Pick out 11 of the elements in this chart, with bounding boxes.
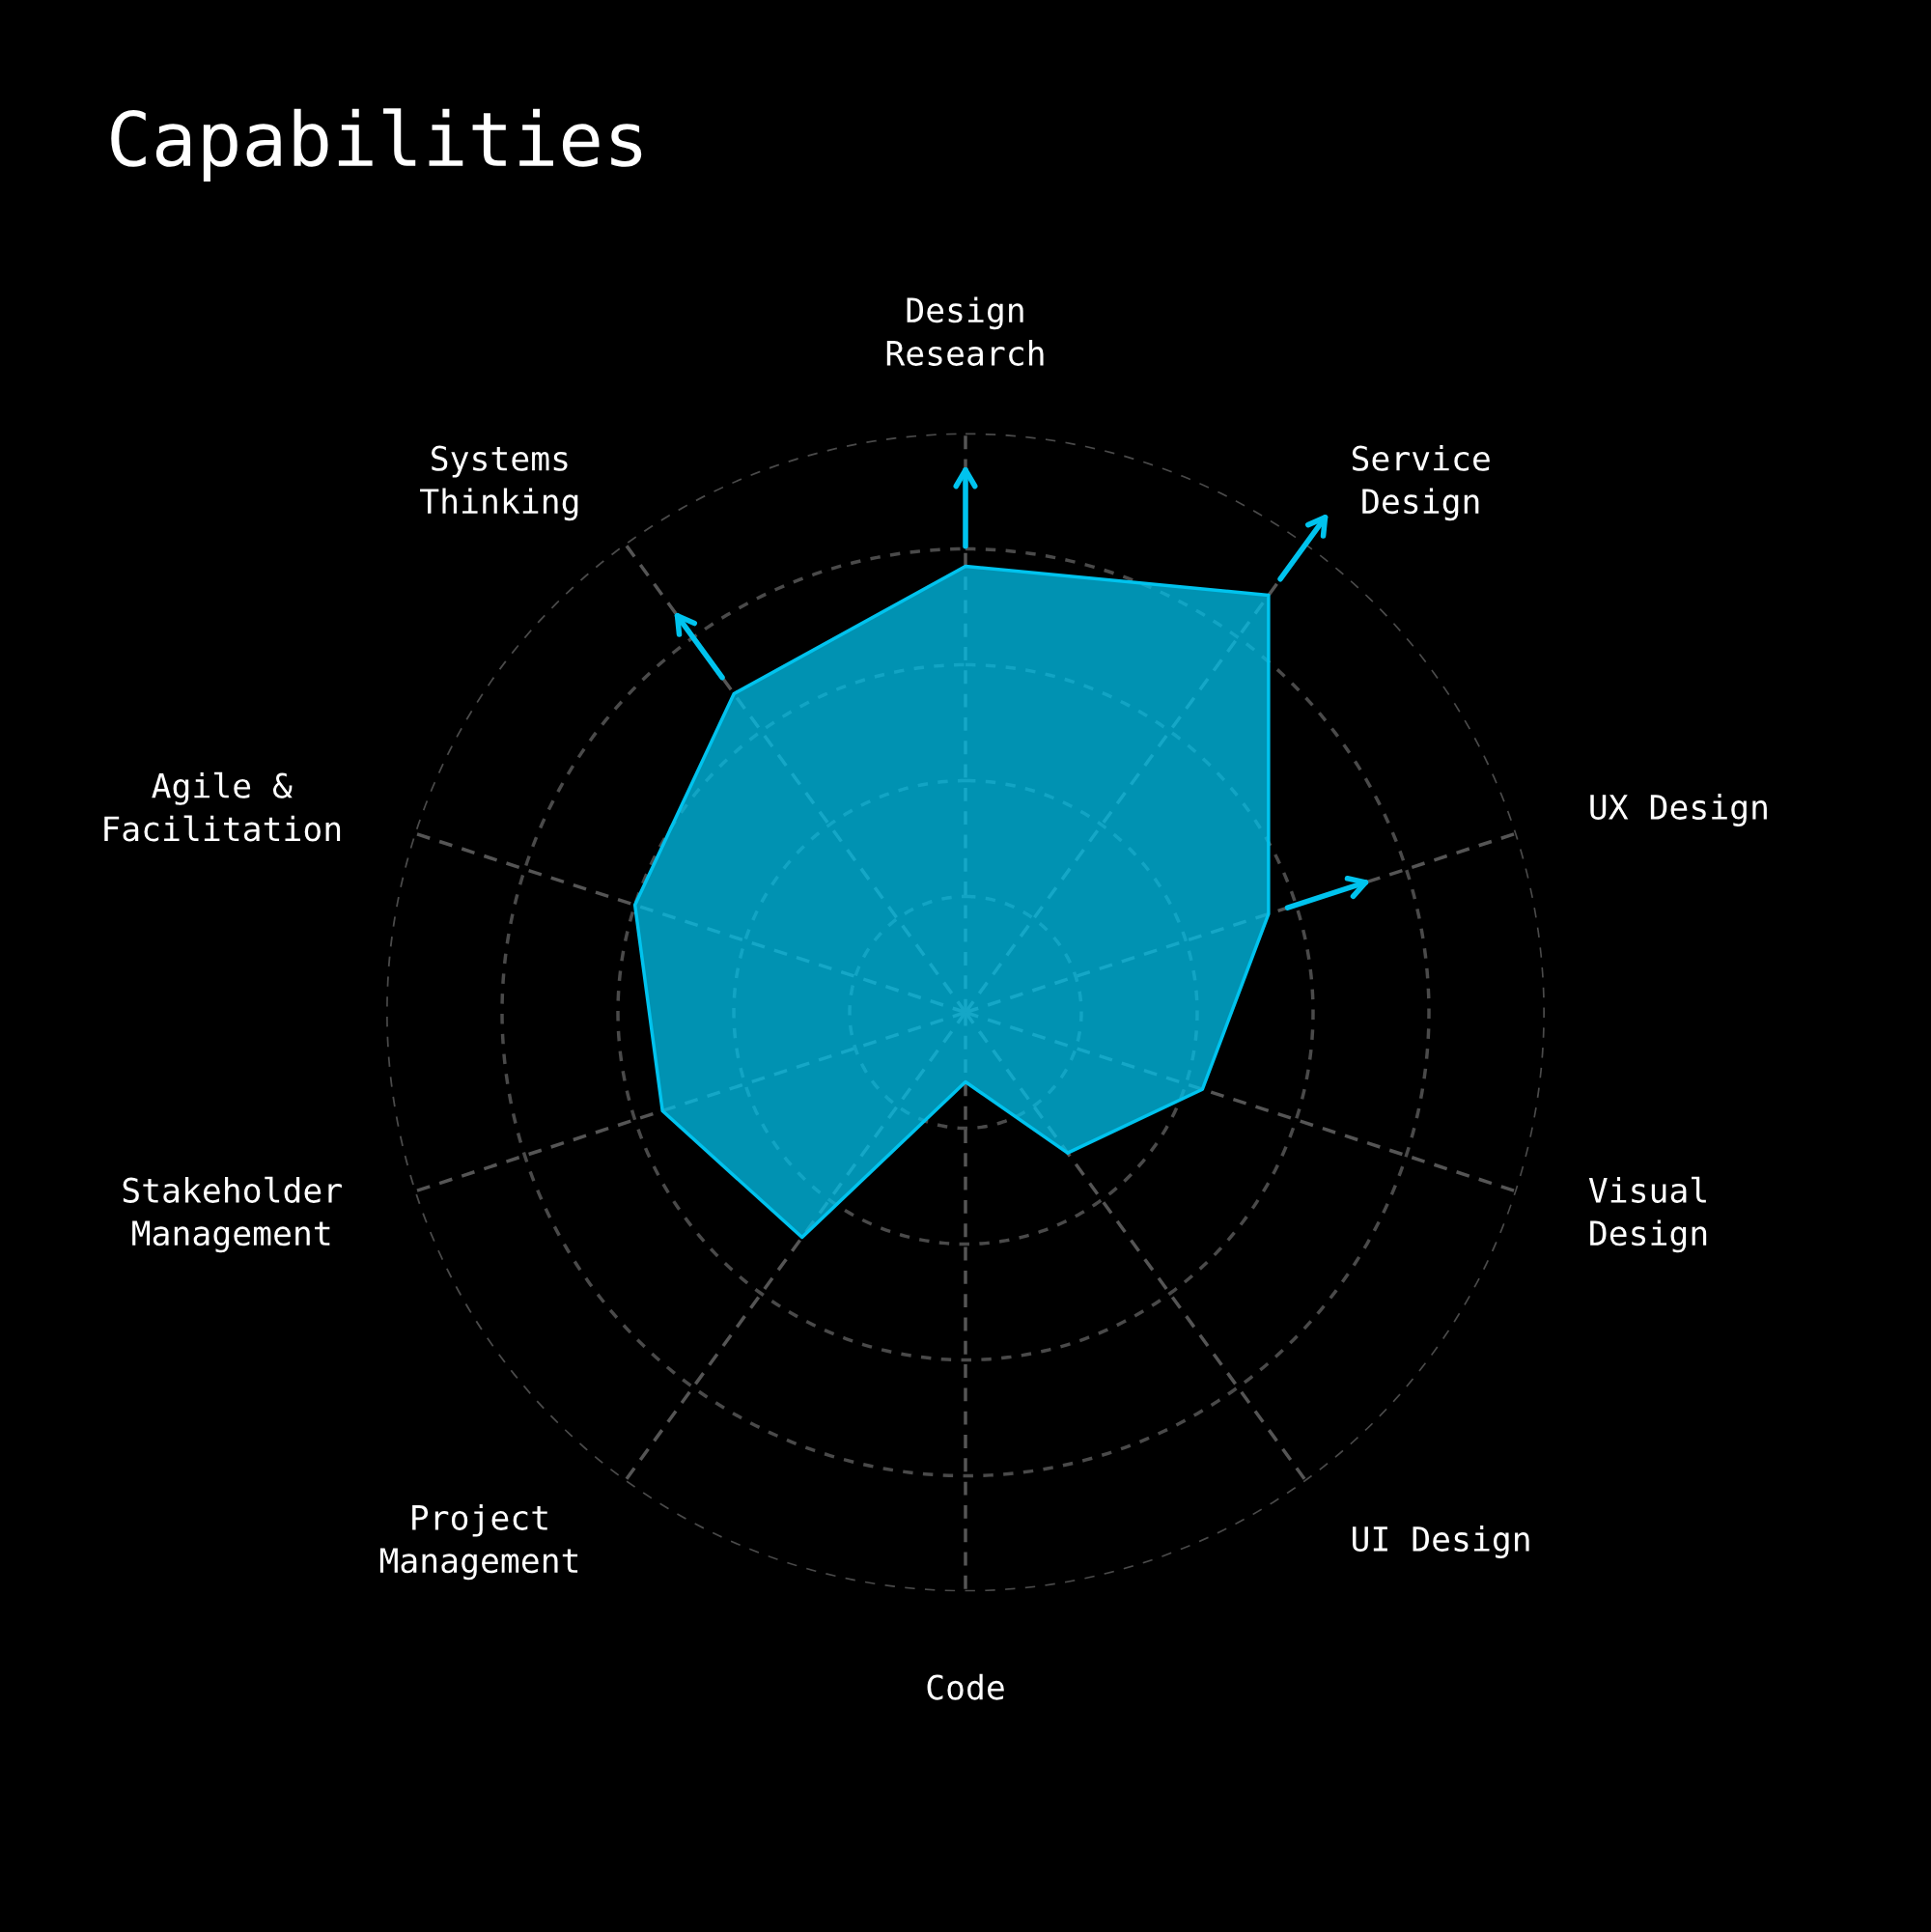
spoke-label: Code <box>927 1673 1004 1700</box>
spoke-label: UX Design <box>1590 794 1767 826</box>
spoke-label: Service Design <box>1352 444 1490 521</box>
spoke-label: Project Management <box>379 1504 578 1581</box>
spoke-label: Systems Thinking <box>420 445 578 521</box>
spoke-label: Agile & Facilitation <box>104 771 341 842</box>
spoke-label: Design Research <box>886 296 1044 366</box>
spoke-label: UI Design <box>1353 1526 1529 1558</box>
spoke-label: Stakeholder Management <box>123 1176 342 1253</box>
chart-title: Capabilities <box>111 108 642 182</box>
spoke-label: Visual Design <box>1588 1176 1707 1253</box>
